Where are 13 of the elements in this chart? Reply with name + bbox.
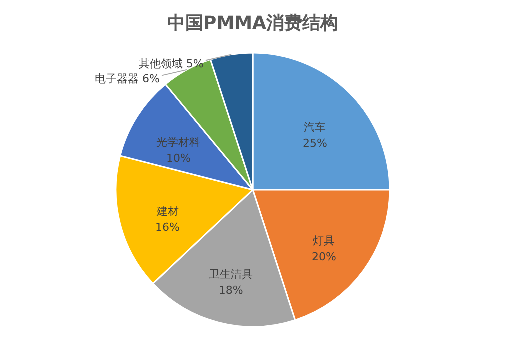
data-label: 25% — [303, 136, 328, 150]
data-label: 16% — [156, 220, 180, 234]
data-label: 20% — [312, 250, 336, 264]
data-label: 18% — [218, 284, 244, 298]
slice-label: 电子器器 6% — [95, 72, 160, 86]
data-label: 10% — [166, 152, 191, 165]
slice-label: 建材 — [156, 204, 179, 218]
slice-label: 光学材料 — [156, 136, 201, 149]
chart-title: 中国PMMA消费结构 — [168, 13, 338, 34]
slice-label: 卫生洁具 — [209, 268, 254, 282]
slice-label: 灯具 — [313, 234, 336, 248]
slice-label: 汽车 — [304, 120, 326, 134]
slice-label: 其他领域 5% — [138, 58, 204, 71]
